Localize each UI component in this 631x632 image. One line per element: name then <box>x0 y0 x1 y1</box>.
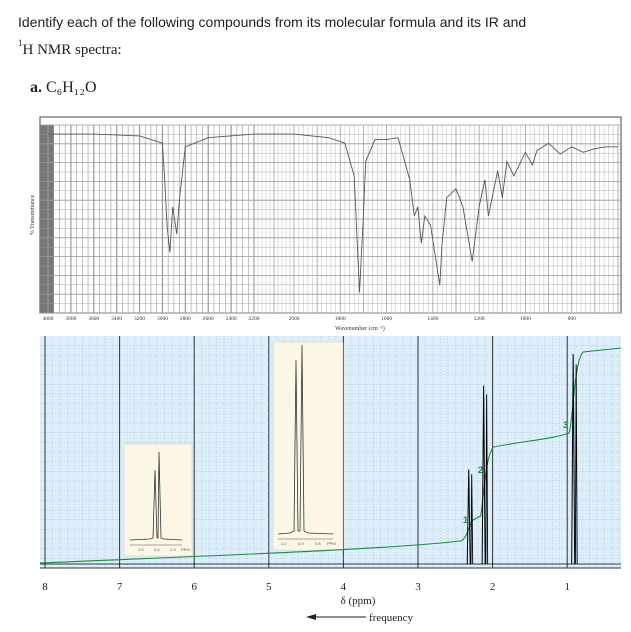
integration-label: 2 <box>478 465 483 475</box>
ir-x-tick-label: 3000 <box>157 316 168 322</box>
nmr-x-tick-label: 5 <box>266 581 272 593</box>
inset-2-panel <box>272 341 344 551</box>
inset-2-axis-label: PPM <box>327 541 336 546</box>
ir-x-ticks: 4000 3800 3600 3400 3200 3000 2800 2600 2400 2200… <box>43 316 577 322</box>
nmr-x-tick-label: 6 <box>191 581 197 593</box>
question-text: Identify each of the following compounds… <box>18 14 527 30</box>
inset-1: 2.5 2.4 2.3 PPM <box>123 443 193 557</box>
nmr-line-label: H NMR spectra: <box>22 42 122 58</box>
integration-labels: 1 2 3 <box>463 420 568 525</box>
question-text-2: 1H NMR spectra: <box>18 38 122 59</box>
inset-1-tick-b: 2.4 <box>154 547 160 552</box>
inset-1-trace <box>129 451 183 541</box>
nmr-peak <box>466 469 471 565</box>
ir-x-tick-label: 4000 <box>43 316 54 322</box>
nmr-peak <box>571 353 576 565</box>
integration-label: 3 <box>563 420 568 430</box>
nmr-integral-curve <box>39 347 622 564</box>
inset-2-tick-c: 0.8 <box>315 541 321 546</box>
ir-x-tick-label: 3400 <box>111 316 122 322</box>
part-letter: a. <box>30 79 42 96</box>
nmr-x-ticks: 8 7 6 5 4 3 2 1 <box>42 581 570 593</box>
nmr-peak <box>574 364 578 565</box>
ir-x-tick-label: 2800 <box>180 316 191 322</box>
nmr-spectrum: 8 7 6 5 4 3 2 1 δ (ppm) frequency 2.5 2.4 2.3 P… <box>39 336 622 624</box>
ir-x-tick-label: 3200 <box>134 316 145 322</box>
frequency-label: frequency <box>369 612 413 624</box>
ir-x-tick-label: 2200 <box>249 316 260 322</box>
inset-1-tick-c: 2.3 <box>170 547 176 552</box>
part-label: a. C₆H₁₂O <box>30 79 97 97</box>
nmr-peak <box>481 385 486 565</box>
nmr-x-tick-label: 2 <box>490 581 496 593</box>
superscript-one: 1 <box>18 38 23 48</box>
ir-x-tick-label: 800 <box>568 316 577 322</box>
inset-2-trace <box>277 344 334 535</box>
ir-x-tick-label: 1200 <box>474 316 485 322</box>
nmr-x-tick-label: 8 <box>42 581 48 593</box>
ir-grid <box>40 124 621 314</box>
nmr-x-tick-label: 4 <box>341 581 347 593</box>
ir-x-tick-label: 3600 <box>88 316 99 322</box>
inset-2-tick-a: 1.0 <box>281 541 287 546</box>
ir-x-tick-label: 1600 <box>381 316 392 322</box>
nmr-peaks <box>40 353 621 565</box>
frequency-arrowhead <box>306 614 316 620</box>
inset-1-panel <box>123 443 193 557</box>
molecular-formula: C₆H₁₂O <box>46 79 97 96</box>
nmr-x-tick-label: 7 <box>117 581 123 593</box>
ir-frame <box>39 116 622 314</box>
ir-xlabel: Wavenumber (cm⁻¹) <box>335 325 385 332</box>
ir-x-tick-label: 2000 <box>289 316 300 322</box>
ir-spectrum: % Transmittance 4000 3800 3600 3400 3200 3000… <box>30 116 622 332</box>
ir-x-tick-label: 2600 <box>203 316 214 322</box>
inset-2-tick-b: 0.9 <box>298 541 304 546</box>
ir-x-tick-label: 2400 <box>226 316 237 322</box>
nmr-x-tick-label: 3 <box>415 581 421 593</box>
ir-trace <box>48 133 618 293</box>
ir-ylabel: % Transmittance <box>30 194 36 235</box>
ir-x-tick-label: 1400 <box>427 316 438 322</box>
nmr-peak <box>485 394 489 565</box>
inset-2: 1.0 0.9 0.8 PPM <box>272 341 344 551</box>
ir-x-tick-label: 1000 <box>520 316 531 322</box>
inset-1-axis-label: PPM <box>181 547 190 552</box>
ir-x-tick-label: 3800 <box>65 316 76 322</box>
nmr-peak <box>470 474 474 565</box>
ir-x-tick-label: 1800 <box>335 316 346 322</box>
integration-label: 1 <box>463 515 468 525</box>
nmr-xlabel: δ (ppm) <box>341 595 376 607</box>
nmr-x-tick-label: 1 <box>564 581 570 593</box>
inset-1-tick-a: 2.5 <box>138 547 144 552</box>
